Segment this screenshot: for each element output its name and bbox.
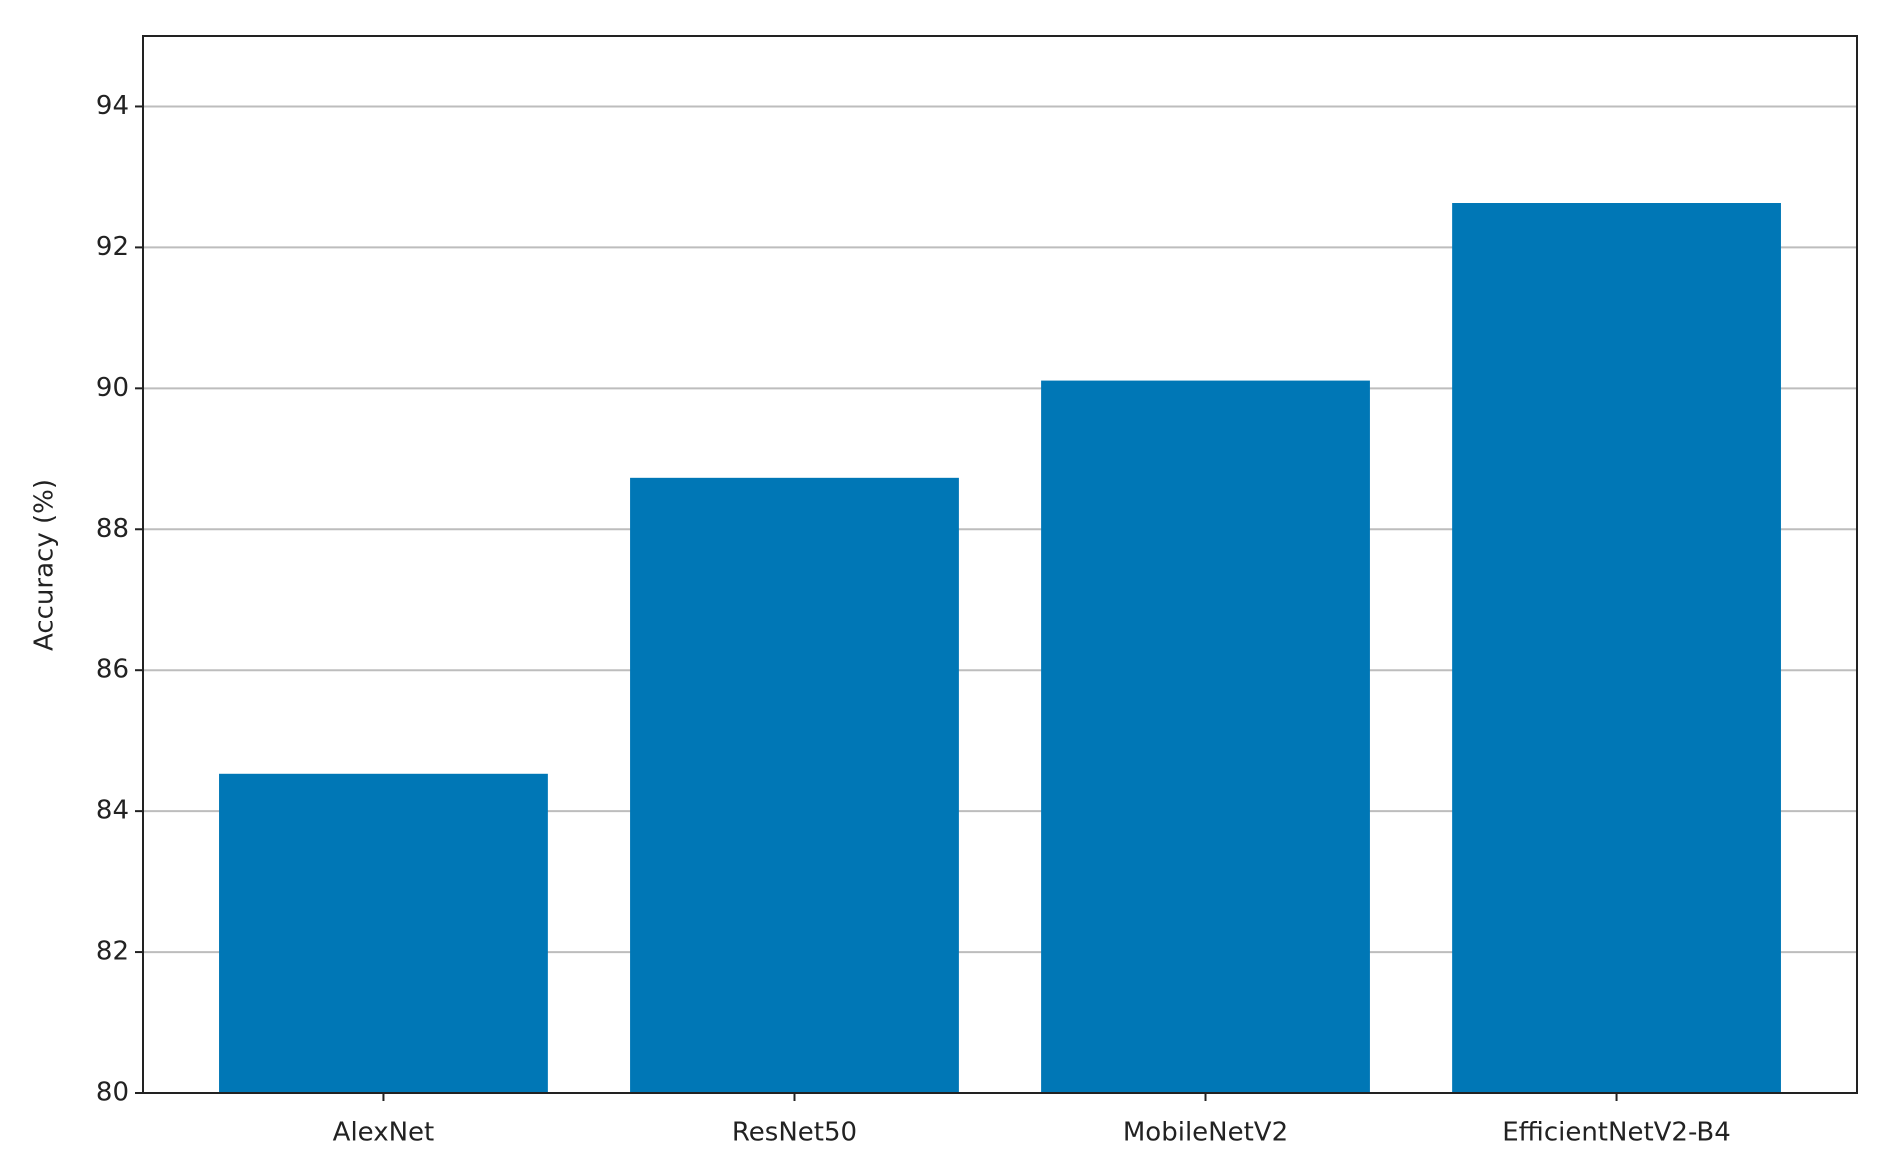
y-tick-label: 86	[96, 655, 129, 685]
x-tick-label: AlexNet	[333, 1118, 435, 1148]
y-tick-label: 82	[96, 937, 129, 967]
bar	[1041, 380, 1370, 1093]
x-tick-label: EfficientNetV2-B4	[1502, 1118, 1731, 1148]
bar	[219, 773, 548, 1093]
bar	[1452, 203, 1781, 1094]
plot-frame	[142, 35, 1858, 1094]
y-tick-label: 80	[96, 1078, 129, 1108]
y-tick-label: 94	[96, 91, 129, 121]
y-tick-label: 90	[96, 373, 129, 403]
bar	[630, 477, 959, 1093]
y-tick-label: 84	[96, 796, 129, 826]
x-tick-label: ResNet50	[732, 1118, 857, 1148]
x-tick-label: MobileNetV2	[1123, 1118, 1288, 1148]
y-tick-label: 92	[96, 232, 129, 262]
y-axis-label: Accuracy (%)	[30, 479, 60, 651]
y-tick-label: 88	[96, 514, 129, 544]
